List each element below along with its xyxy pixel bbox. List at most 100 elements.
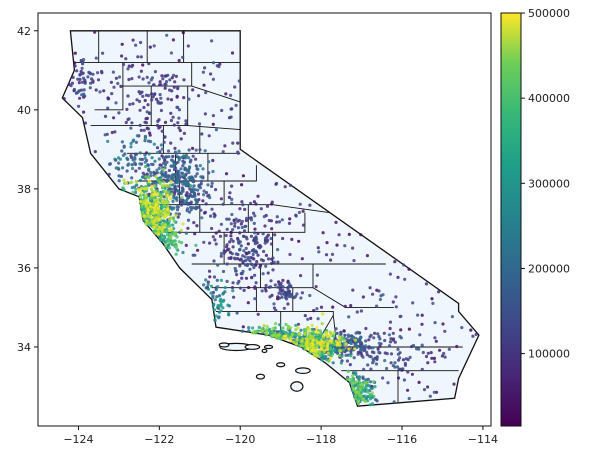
data-point xyxy=(396,275,400,279)
data-point xyxy=(319,332,323,336)
data-point xyxy=(369,367,373,371)
data-point xyxy=(263,224,267,228)
data-point xyxy=(354,390,358,394)
data-point xyxy=(143,136,147,140)
data-point xyxy=(234,103,238,107)
data-point xyxy=(180,189,184,193)
data-point xyxy=(325,334,329,339)
data-point xyxy=(243,255,247,259)
data-point xyxy=(393,365,397,369)
data-point xyxy=(305,346,309,351)
data-point xyxy=(368,380,373,384)
data-point xyxy=(170,187,175,191)
data-point xyxy=(206,280,210,284)
data-point xyxy=(253,227,257,231)
data-point xyxy=(159,163,163,167)
data-point xyxy=(213,318,217,322)
data-point xyxy=(259,258,264,262)
data-point xyxy=(124,57,128,61)
data-point xyxy=(389,361,393,365)
data-point xyxy=(304,337,309,341)
data-point xyxy=(149,162,154,166)
data-point xyxy=(294,214,298,218)
data-point xyxy=(201,167,205,171)
x-tick-label: −124 xyxy=(63,433,93,446)
data-point xyxy=(161,225,165,229)
data-point xyxy=(146,214,150,218)
data-point xyxy=(114,76,118,80)
data-point xyxy=(155,168,159,172)
data-point xyxy=(214,188,218,192)
data-point xyxy=(367,338,371,342)
data-point xyxy=(343,304,347,308)
data-point xyxy=(176,215,180,219)
data-point xyxy=(383,359,387,363)
data-point xyxy=(208,196,212,200)
data-point xyxy=(194,174,198,178)
data-point xyxy=(268,329,272,333)
data-point xyxy=(317,350,321,354)
data-point xyxy=(207,134,211,138)
data-point xyxy=(452,382,456,386)
data-point xyxy=(315,348,319,353)
data-point xyxy=(306,317,310,321)
data-point xyxy=(172,219,176,223)
data-point xyxy=(194,157,198,161)
data-point xyxy=(299,296,303,300)
data-point xyxy=(441,322,445,326)
data-point xyxy=(157,166,161,170)
data-point xyxy=(138,123,142,127)
data-point xyxy=(126,67,130,71)
data-point xyxy=(206,287,211,291)
data-point xyxy=(312,309,316,313)
data-point xyxy=(163,211,167,215)
data-point xyxy=(333,342,337,346)
data-point xyxy=(240,272,244,276)
data-point xyxy=(149,208,153,212)
data-point xyxy=(257,325,261,329)
data-point xyxy=(218,299,222,303)
data-point xyxy=(83,81,87,85)
data-point xyxy=(331,361,335,365)
data-point xyxy=(354,372,358,376)
data-point xyxy=(217,294,222,298)
data-point xyxy=(159,83,163,87)
data-point xyxy=(421,350,425,355)
data-point xyxy=(127,64,131,68)
data-point xyxy=(311,330,315,334)
data-point xyxy=(332,334,336,338)
data-point xyxy=(142,128,146,132)
data-point xyxy=(156,193,160,197)
data-point xyxy=(385,352,389,356)
data-point xyxy=(175,177,179,181)
data-point xyxy=(290,237,294,241)
data-point xyxy=(455,344,459,349)
data-point xyxy=(248,267,252,271)
data-point xyxy=(256,312,260,316)
data-point xyxy=(137,99,142,103)
data-point xyxy=(308,346,312,350)
data-point xyxy=(141,94,145,98)
data-point xyxy=(219,197,223,201)
data-point xyxy=(119,174,123,178)
data-point xyxy=(296,326,300,330)
data-point xyxy=(73,51,77,55)
data-point xyxy=(359,233,363,237)
data-point xyxy=(195,200,199,204)
data-point xyxy=(139,40,143,45)
data-point xyxy=(204,91,208,95)
data-point xyxy=(311,332,316,336)
data-point xyxy=(415,347,419,351)
data-point xyxy=(168,78,172,82)
data-point xyxy=(91,72,95,76)
data-point xyxy=(171,115,175,119)
data-point xyxy=(162,204,166,208)
data-point xyxy=(266,233,270,237)
data-point xyxy=(351,374,355,378)
data-point xyxy=(171,223,175,227)
data-point xyxy=(144,175,148,179)
data-point xyxy=(227,311,231,316)
data-point xyxy=(192,194,196,198)
data-point xyxy=(171,240,175,244)
data-point xyxy=(221,150,225,154)
